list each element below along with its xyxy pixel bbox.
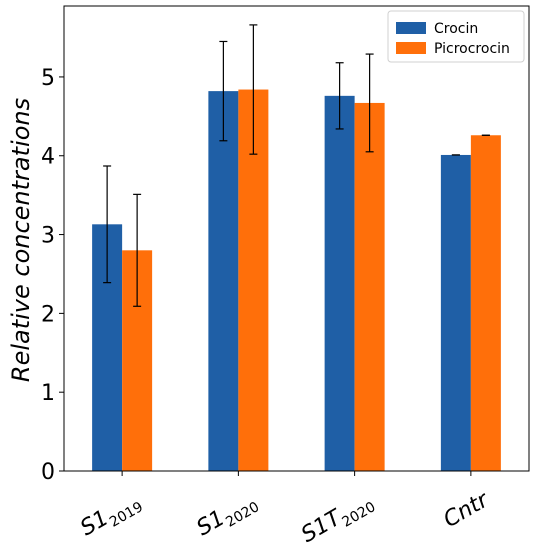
legend-label-crocin: Crocin (434, 21, 478, 37)
plot-frame (63, 5, 530, 472)
legend: Crocin Picrocrocin (387, 10, 525, 63)
bar-picrocrocin-2 (354, 102, 385, 472)
y-axis-label: Relative concentrations (7, 98, 35, 382)
bar-crocin-2 (324, 95, 355, 471)
x-tick-label: S1T2020 (297, 488, 378, 550)
y-tick-label: 0 (41, 460, 55, 485)
bar-crocin-1 (208, 91, 239, 471)
x-tick-label: S12019 (76, 488, 146, 545)
x-tick-label: S12020 (193, 488, 263, 545)
bars-group (92, 89, 501, 472)
legend-swatch-crocin (396, 22, 426, 34)
x-tick-label: Cntr (439, 487, 494, 533)
y-tick-label: 1 (41, 381, 55, 406)
bar-crocin-3 (440, 154, 471, 471)
y-tick-label: 3 (41, 224, 55, 249)
y-tick-label: 2 (41, 302, 55, 327)
error-bars-group (103, 24, 490, 307)
y-tick-label: 5 (41, 66, 55, 91)
bar-picrocrocin-3 (470, 135, 501, 471)
legend-swatch-picrocrocin (396, 42, 426, 54)
legend-label-picrocrocin: Picrocrocin (434, 41, 510, 57)
y-tick-label: 4 (41, 145, 55, 170)
